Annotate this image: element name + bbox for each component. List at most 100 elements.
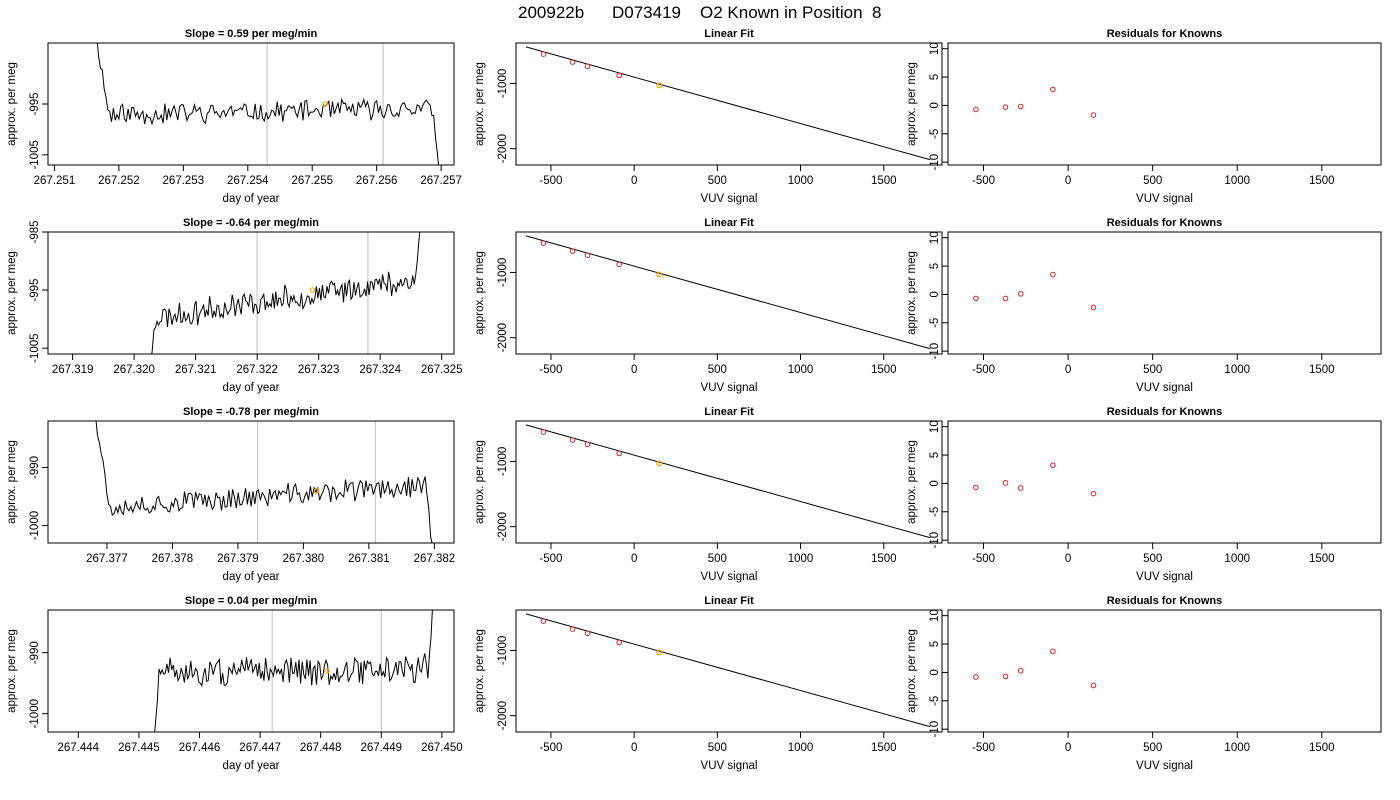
x-axis-label: day of year xyxy=(223,193,280,205)
fit-line xyxy=(525,424,931,539)
x-axis-label: day of year xyxy=(223,571,280,583)
x-tick-label: 1000 xyxy=(1224,553,1250,565)
x-tick-label: 267.319 xyxy=(52,364,94,376)
x-tick-label: 500 xyxy=(708,553,727,565)
y-tick-label: 0 xyxy=(929,291,941,297)
y-tick-label: -985 xyxy=(29,220,41,243)
data-point xyxy=(1002,480,1009,486)
x-tick-label: 267.448 xyxy=(300,742,342,754)
x-tick-label: 267.444 xyxy=(58,742,100,754)
panel-r3-c0: Slope = 0.04 per meg/min 267.444 267.445 26… xyxy=(6,595,463,772)
highlight-point xyxy=(656,460,663,467)
x-tick-label: 1000 xyxy=(1224,364,1250,376)
y-axis-label: approx. per meg xyxy=(906,629,918,713)
data-point xyxy=(569,626,576,632)
y-axis-label: approx. per meg xyxy=(474,251,486,335)
plot-area xyxy=(525,424,931,539)
panel-r0-c1: Linear Fit -500 0 500 1000 1500 -2000 -1000 VUV … xyxy=(474,28,943,205)
y-tick-label: -1000 xyxy=(29,699,41,728)
x-tick-label: 267.379 xyxy=(217,553,259,565)
x-tick-label: 267.253 xyxy=(163,175,205,187)
sample-marker xyxy=(322,101,328,107)
plot-frame xyxy=(47,609,455,733)
plot-frame xyxy=(947,231,1382,355)
data-point xyxy=(1090,112,1097,118)
highlight-point xyxy=(656,649,663,656)
plot-area xyxy=(525,613,931,728)
x-tick-label: 267.257 xyxy=(420,175,462,187)
x-tick-label: 500 xyxy=(1143,742,1162,754)
plot-frame xyxy=(947,420,1382,544)
x-tick-label: -500 xyxy=(539,175,562,187)
plot-area xyxy=(973,271,1097,311)
y-axis-label: approx. per meg xyxy=(474,440,486,524)
panel-r0-c0: Slope = 0.59 per meg/min 267.251 267.252 26… xyxy=(6,28,462,205)
plot-area xyxy=(151,232,421,354)
plot-area xyxy=(973,462,1097,497)
y-axis-label: approx. per meg xyxy=(6,251,18,335)
y-tick-label: -995 xyxy=(29,279,41,302)
plot-area xyxy=(525,235,931,350)
x-tick-label: 267.381 xyxy=(348,553,390,565)
panel-r2-c2: Residuals for Knowns -500 0 500 1000 1500 -10 -… xyxy=(906,406,1382,583)
plot-area xyxy=(525,46,931,161)
data-point xyxy=(584,630,591,637)
data-point xyxy=(540,618,547,624)
data-trace xyxy=(95,421,433,543)
plot-frame xyxy=(515,609,943,733)
x-tick-label: 267.251 xyxy=(34,175,76,187)
fit-line xyxy=(525,613,931,728)
x-tick-label: 267.252 xyxy=(98,175,140,187)
y-tick-label: 5 xyxy=(929,263,941,269)
data-point xyxy=(1050,86,1056,93)
sample-marker xyxy=(323,668,330,674)
plot-frame xyxy=(515,42,943,166)
plot-frame xyxy=(515,420,943,544)
y-tick-label: -2000 xyxy=(497,323,509,352)
x-tick-label: 500 xyxy=(1143,175,1162,187)
y-tick-label: -5 xyxy=(929,129,941,139)
plot-frame xyxy=(47,420,455,544)
plot-area xyxy=(95,421,433,543)
panel-title: Linear Fit xyxy=(704,406,754,418)
y-tick-label: -10 xyxy=(929,532,941,549)
data-point xyxy=(1002,295,1009,302)
x-axis-label: VUV signal xyxy=(701,571,758,583)
x-tick-label: 500 xyxy=(708,364,727,376)
y-tick-label: -5 xyxy=(929,696,941,706)
plot-area xyxy=(973,86,1097,118)
panel-r1-c2: Residuals for Knowns -500 0 500 1000 1500 -10 -… xyxy=(906,217,1382,394)
y-tick-label: 0 xyxy=(929,102,941,108)
fit-line xyxy=(525,235,931,350)
plot-frame xyxy=(515,231,943,355)
x-tick-label: 267.378 xyxy=(152,553,194,565)
panel-title: Residuals for Knowns xyxy=(1107,28,1223,40)
x-tick-label: 1000 xyxy=(1224,742,1250,754)
panel-title: Residuals for Knowns xyxy=(1107,406,1223,418)
data-point xyxy=(569,248,576,254)
panel-title: Slope = -0.64 per meg/min xyxy=(183,217,319,229)
plot-area xyxy=(973,648,1097,689)
fit-line xyxy=(525,46,931,161)
x-tick-label: 1500 xyxy=(871,364,897,376)
x-tick-label: 1500 xyxy=(871,742,897,754)
data-trace xyxy=(154,610,433,732)
y-tick-label: 0 xyxy=(929,480,941,486)
x-tick-label: 1500 xyxy=(1309,364,1335,376)
x-tick-label: 0 xyxy=(631,175,637,187)
data-point xyxy=(616,72,622,79)
x-tick-label: 0 xyxy=(1065,553,1071,565)
x-axis-label: VUV signal xyxy=(701,382,758,394)
y-tick-label: -5 xyxy=(929,507,941,517)
x-tick-label: 267.323 xyxy=(298,364,340,376)
y-axis-label: approx. per meg xyxy=(474,629,486,713)
x-axis-label: day of year xyxy=(223,760,280,772)
y-tick-label: -2000 xyxy=(497,701,509,730)
data-point xyxy=(1050,271,1056,278)
x-tick-label: -500 xyxy=(539,553,562,565)
panel-title: Slope = 0.59 per meg/min xyxy=(185,28,318,40)
y-tick-label: 10 xyxy=(929,42,941,55)
y-tick-label: -1000 xyxy=(497,447,509,476)
x-tick-label: 267.380 xyxy=(283,553,325,565)
y-tick-label: -2000 xyxy=(497,134,509,163)
